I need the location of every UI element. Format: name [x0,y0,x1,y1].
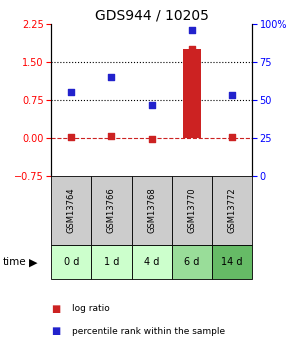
Text: GSM13770: GSM13770 [187,188,196,233]
Bar [91,176,132,245]
Text: ■: ■ [51,304,61,314]
Point [109,75,114,80]
Bar [132,245,172,279]
Bar [51,245,91,279]
Text: percentile rank within the sample: percentile rank within the sample [72,327,225,336]
Text: 14 d: 14 d [221,257,243,267]
Text: GSM13766: GSM13766 [107,188,116,233]
Point [109,134,114,139]
Text: 0 d: 0 d [64,257,79,267]
Point [69,134,74,140]
Point [149,102,154,107]
Point [230,93,234,98]
Bar [212,245,252,279]
Text: ■: ■ [51,326,61,336]
Text: GSM13764: GSM13764 [67,188,76,233]
Bar [172,245,212,279]
Text: ▶: ▶ [29,257,38,267]
Text: 1 d: 1 d [104,257,119,267]
Title: GDS944 / 10205: GDS944 / 10205 [95,9,209,23]
Text: time: time [3,257,27,267]
Bar [91,245,132,279]
Text: 4 d: 4 d [144,257,159,267]
Point [230,135,234,140]
Text: GSM13768: GSM13768 [147,188,156,233]
Bar [51,176,91,245]
Bar [132,176,172,245]
Bar [212,176,252,245]
Point [69,90,74,95]
Bar [183,49,201,138]
Text: 6 d: 6 d [184,257,200,267]
Point [149,136,154,142]
Point [190,47,194,52]
Bar [172,176,212,245]
Text: GSM13772: GSM13772 [227,188,236,233]
Point [190,28,194,33]
Text: log ratio: log ratio [72,304,110,314]
